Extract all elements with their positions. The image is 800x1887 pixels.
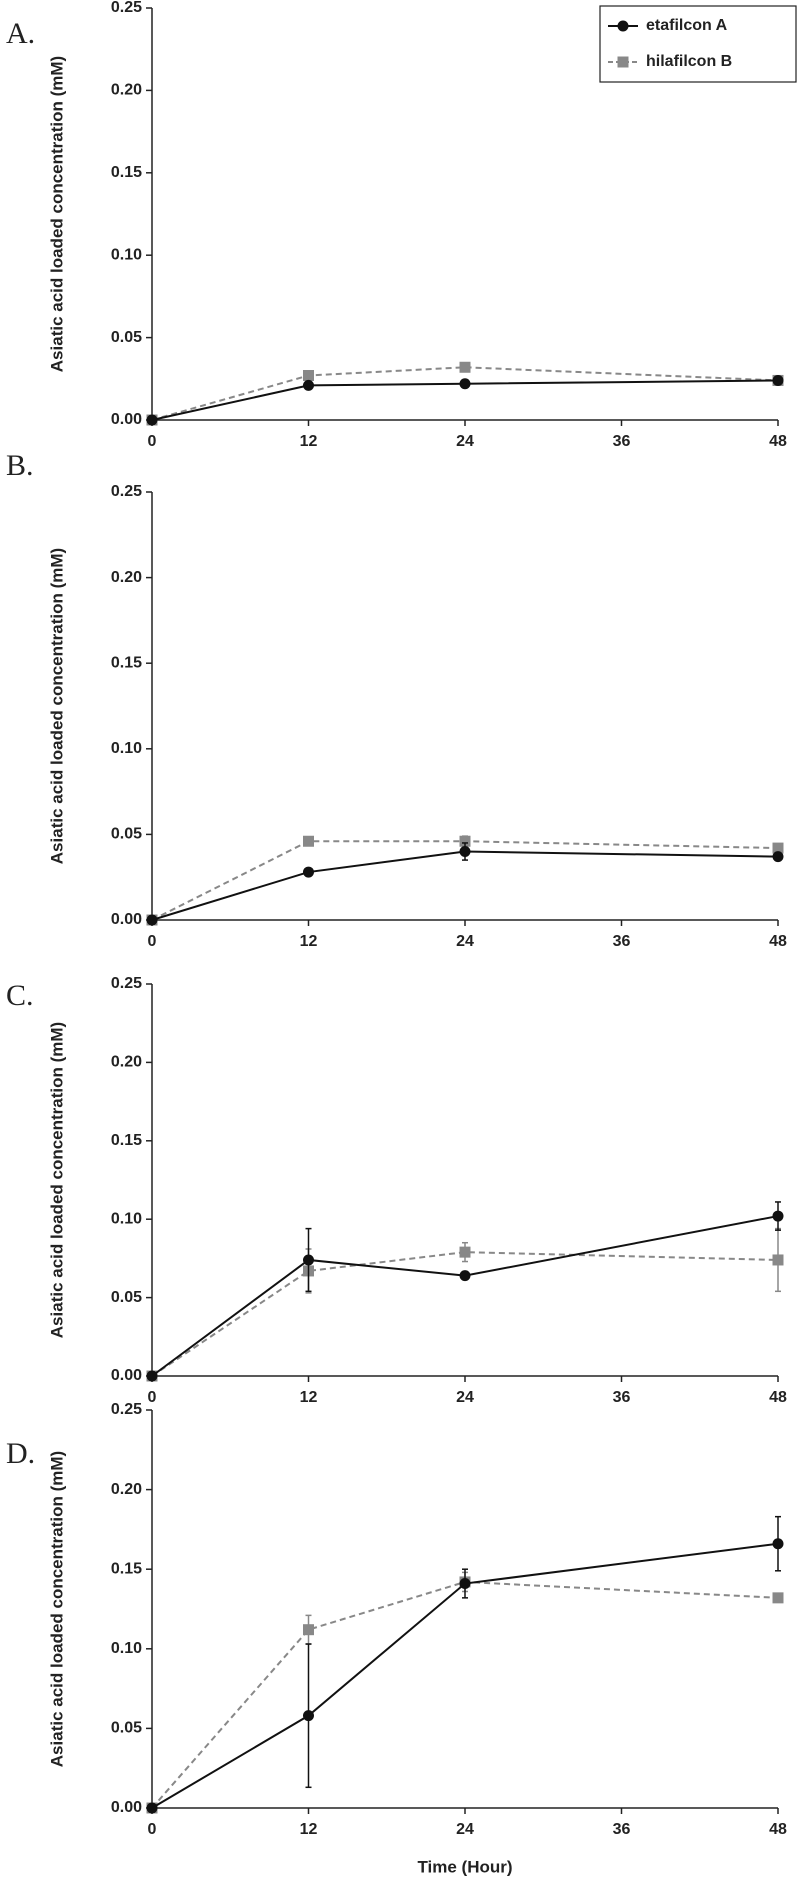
y-tick-label: 0.15 bbox=[111, 1132, 142, 1149]
panel-label: C. bbox=[6, 979, 34, 1012]
x-tick-label: 12 bbox=[300, 433, 318, 450]
x-tick-label: 24 bbox=[456, 433, 474, 450]
y-tick-label: 0.10 bbox=[111, 740, 142, 757]
point bbox=[459, 378, 471, 390]
x-tick-label: 24 bbox=[456, 1389, 474, 1406]
series-line bbox=[151, 1542, 779, 1809]
x-tick-label: 24 bbox=[456, 933, 474, 950]
x-tick-label: 24 bbox=[456, 1821, 474, 1838]
point bbox=[772, 374, 784, 386]
x-tick-label: 0 bbox=[148, 1821, 157, 1838]
y-tick-label: 0.15 bbox=[111, 164, 142, 181]
y-tick-label: 0.20 bbox=[111, 82, 142, 99]
legend-box bbox=[599, 5, 797, 83]
y-tick-label: 0.05 bbox=[111, 329, 142, 346]
y-tick-label: 0.15 bbox=[111, 1560, 142, 1577]
y-tick-label: 0.20 bbox=[111, 1054, 142, 1071]
x-tick-label: 12 bbox=[300, 1821, 318, 1838]
point bbox=[303, 866, 314, 878]
point bbox=[459, 846, 471, 858]
y-tick-label: 0.00 bbox=[111, 1367, 142, 1384]
y-tick-label: 0.25 bbox=[111, 1401, 142, 1418]
point bbox=[772, 1592, 784, 1604]
point bbox=[146, 914, 158, 926]
y-tick-label: 0.00 bbox=[111, 411, 142, 428]
panel: A. 0.00 0.05 0.10 0.15 0.20 0.25 0 12 24 36 48 Asiat… bbox=[6, 0, 797, 450]
series-line bbox=[151, 379, 779, 421]
point bbox=[303, 835, 314, 847]
x-tick-label: 48 bbox=[769, 1821, 787, 1838]
panel: B. 0.00 0.05 0.10 0.15 0.20 0.25 0 12 24 36 48 Asiat… bbox=[6, 449, 787, 950]
x-tick-label: 36 bbox=[613, 933, 631, 950]
point bbox=[459, 361, 471, 373]
x-tick-label: 0 bbox=[148, 1389, 157, 1406]
panel-label: B. bbox=[6, 449, 34, 482]
x-tick-label: 12 bbox=[300, 1389, 318, 1406]
legend-marker bbox=[617, 56, 629, 68]
point bbox=[772, 851, 784, 863]
x-tick-label: 48 bbox=[769, 933, 787, 950]
point bbox=[772, 1538, 784, 1550]
y-tick-label: 0.25 bbox=[111, 975, 142, 992]
panel: D. 0.00 0.05 0.10 0.15 0.20 0.25 0 12 24 36 48 Asiat… bbox=[6, 1401, 787, 1876]
x-tick-label: 48 bbox=[769, 433, 787, 450]
series-line bbox=[151, 1580, 779, 1809]
x-tick-label: 0 bbox=[148, 433, 157, 450]
point bbox=[459, 835, 471, 847]
y-tick-label: 0.10 bbox=[111, 1640, 142, 1657]
y-tick-label: 0.20 bbox=[111, 569, 142, 586]
x-tick-label: 36 bbox=[613, 433, 631, 450]
point bbox=[303, 1624, 314, 1636]
series-line bbox=[151, 366, 779, 421]
point bbox=[303, 1710, 314, 1722]
point bbox=[459, 1578, 471, 1590]
x-tick-label: 36 bbox=[613, 1389, 631, 1406]
y-axis-title: Asiatic acid loaded concentration (mM) bbox=[47, 548, 66, 864]
legend-label: hilafilcon B bbox=[646, 53, 732, 70]
point bbox=[303, 370, 314, 382]
point bbox=[303, 1254, 314, 1266]
legend-label: etafilcon A bbox=[646, 17, 728, 34]
series-line bbox=[151, 840, 779, 921]
series-line bbox=[151, 1215, 779, 1377]
x-tick-label: 36 bbox=[613, 1821, 631, 1838]
series-line bbox=[151, 1251, 779, 1377]
y-tick-label: 0.00 bbox=[111, 1799, 142, 1816]
y-axis-title: Asiatic acid loaded concentration (mM) bbox=[47, 56, 66, 372]
point bbox=[146, 1370, 158, 1382]
y-tick-label: 0.00 bbox=[111, 911, 142, 928]
x-axis-title: Time (Hour) bbox=[417, 1857, 512, 1876]
panel: C. 0.00 0.05 0.10 0.15 0.20 0.25 0 12 24 36 48 Asiat… bbox=[6, 975, 787, 1406]
point bbox=[303, 379, 314, 391]
y-axis-title: Asiatic acid loaded concentration (mM) bbox=[47, 1451, 66, 1767]
y-tick-label: 0.05 bbox=[111, 1289, 142, 1306]
y-tick-label: 0.05 bbox=[111, 826, 142, 843]
point bbox=[146, 1802, 158, 1814]
point bbox=[459, 1270, 471, 1282]
x-tick-label: 0 bbox=[148, 933, 157, 950]
y-tick-label: 0.25 bbox=[111, 0, 142, 16]
y-tick-label: 0.10 bbox=[111, 1210, 142, 1227]
point bbox=[772, 842, 784, 854]
point bbox=[772, 1210, 784, 1222]
y-tick-label: 0.15 bbox=[111, 654, 142, 671]
panel-label: D. bbox=[6, 1437, 35, 1470]
series-line bbox=[151, 850, 779, 921]
legend-marker bbox=[617, 20, 629, 32]
y-tick-label: 0.25 bbox=[111, 483, 142, 500]
y-tick-label: 0.05 bbox=[111, 1720, 142, 1737]
panel-label: A. bbox=[6, 17, 35, 50]
y-tick-label: 0.10 bbox=[111, 246, 142, 263]
y-axis-title: Asiatic acid loaded concentration (mM) bbox=[47, 1022, 66, 1338]
y-tick-label: 0.20 bbox=[111, 1481, 142, 1498]
point bbox=[772, 1254, 784, 1266]
x-tick-label: 48 bbox=[769, 1389, 787, 1406]
point bbox=[459, 1246, 471, 1258]
x-tick-label: 12 bbox=[300, 933, 318, 950]
point bbox=[146, 414, 158, 426]
